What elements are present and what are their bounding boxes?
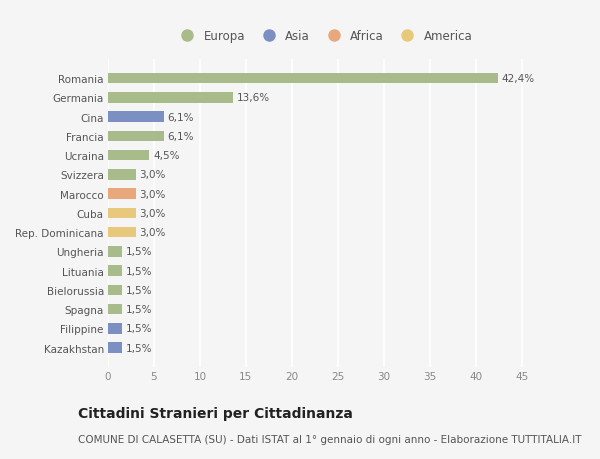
Text: 1,5%: 1,5%	[125, 285, 152, 295]
Text: 3,0%: 3,0%	[139, 228, 166, 238]
Text: 6,1%: 6,1%	[168, 132, 194, 141]
Legend: Europa, Asia, Africa, America: Europa, Asia, Africa, America	[170, 26, 478, 48]
Bar	[108, 304, 122, 315]
Text: 1,5%: 1,5%	[125, 343, 152, 353]
Text: 4,5%: 4,5%	[153, 151, 179, 161]
Text: Cittadini Stranieri per Cittadinanza: Cittadini Stranieri per Cittadinanza	[78, 406, 353, 420]
Bar	[108, 285, 122, 296]
Bar	[108, 189, 136, 200]
Bar	[108, 324, 122, 334]
Bar	[108, 112, 164, 123]
Bar	[108, 208, 136, 219]
Text: 1,5%: 1,5%	[125, 324, 152, 334]
Bar	[108, 246, 122, 257]
Bar	[108, 266, 122, 276]
Text: 13,6%: 13,6%	[236, 93, 270, 103]
Text: 3,0%: 3,0%	[139, 208, 166, 218]
Text: 1,5%: 1,5%	[125, 266, 152, 276]
Bar	[108, 151, 149, 161]
Text: 3,0%: 3,0%	[139, 170, 166, 180]
Bar	[108, 343, 122, 353]
Text: COMUNE DI CALASETTA (SU) - Dati ISTAT al 1° gennaio di ogni anno - Elaborazione : COMUNE DI CALASETTA (SU) - Dati ISTAT al…	[78, 434, 581, 444]
Text: 42,4%: 42,4%	[502, 74, 535, 84]
Bar	[108, 227, 136, 238]
Text: 1,5%: 1,5%	[125, 304, 152, 314]
Text: 6,1%: 6,1%	[168, 112, 194, 123]
Bar	[108, 73, 498, 84]
Text: 1,5%: 1,5%	[125, 247, 152, 257]
Bar	[108, 93, 233, 103]
Text: 3,0%: 3,0%	[139, 189, 166, 199]
Bar	[108, 131, 164, 142]
Bar	[108, 170, 136, 180]
